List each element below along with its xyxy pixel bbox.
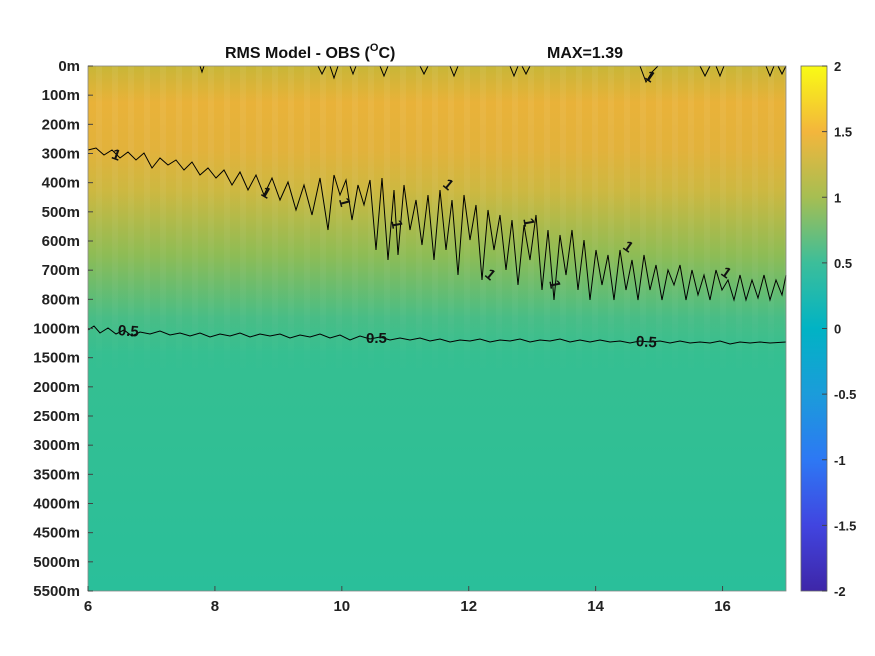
y-tick-label: 600m [42,233,80,250]
x-tick-label: 6 [84,598,92,615]
y-tick-label: 4000m [33,496,80,513]
x-axis: 6 8 10 12 14 16 [84,586,731,615]
heatmap-texture [88,66,786,591]
x-tick-label: 8 [211,598,219,615]
contour-line-05 [87,325,787,345]
contour-label-05: 0.5 [635,333,657,351]
y-tick-label: 5500m [33,583,80,600]
colorbar-tick-label: 1 [834,190,841,205]
y-axis: 0m 100m 200m 300m 400m 500m 600m 700m 800m 1000m 1… [33,58,93,600]
contour-label-1: 1 [545,279,563,290]
contour-label-05: 0.5 [366,330,387,347]
y-tick-label: 4500m [33,525,80,542]
colorbar-tick-label: -1.5 [834,518,856,533]
heatmap-field [88,66,786,591]
colorbar-tick-label: -0.5 [834,387,856,402]
y-tick-label: 2000m [33,379,80,396]
x-tick-label: 12 [460,598,477,615]
x-tick-label: 10 [333,598,350,615]
y-tick-label: 800m [42,291,80,308]
y-tick-label: 3000m [33,437,80,454]
colorbar-tick-label: 1.5 [834,125,852,140]
y-tick-label: 0m [58,58,80,75]
x-tick-label: 16 [714,598,731,615]
y-tick-label: 100m [42,87,80,104]
colorbar-tick-label: 0 [834,322,841,337]
y-tick-label: 3500m [33,466,80,483]
y-tick-label: 1500m [33,350,80,367]
contour-line-1 [87,147,787,302]
y-tick-label: 700m [42,262,80,279]
x-tick-label: 14 [587,598,604,615]
colorbar-tick-label: 0.5 [834,256,852,271]
contour-lines [87,65,787,345]
contour-label-1: 1 [519,217,537,228]
y-tick-label: 300m [42,146,80,163]
contour-label-05: 0.5 [117,322,139,340]
colorbar-tick-label: -2 [834,584,846,599]
colorbar-axis: 2 1.5 1 0.5 0 -0.5 -1 -1.5 -2 [822,59,856,599]
max-value-label: MAX=1.39 [547,45,623,62]
y-tick-label: 400m [42,175,80,192]
contour-label-1: 1 [387,219,405,230]
y-tick-label: 1000m [33,321,80,338]
y-tick-label: 200m [42,116,80,133]
colorbar-tick-label: 2 [834,59,841,74]
y-tick-label: 5000m [33,554,80,571]
y-tick-label: 2500m [33,408,80,425]
y-tick-label: 500m [42,204,80,221]
chart-title: RMS Model - OBS (OC) [225,42,395,62]
colorbar-tick-label: -1 [834,453,846,468]
contour-line-1-surface-loops [199,65,787,84]
